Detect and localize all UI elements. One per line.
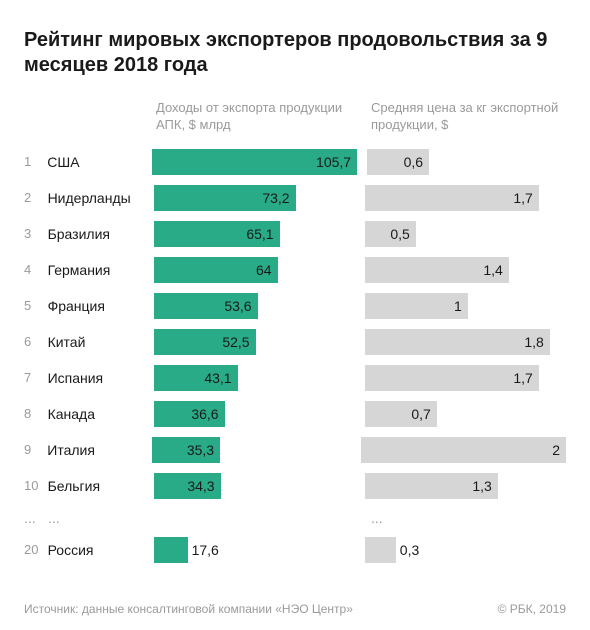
footer: Источник: данные консалтинговой компании…	[24, 602, 566, 616]
export-bar-cell: 64	[154, 257, 355, 283]
country-name: Канада	[48, 406, 154, 422]
export-bar-cell: 17,6	[154, 537, 355, 563]
price-bar-cell: 0,6	[367, 149, 566, 175]
table-row: 1США105,7 0,6	[24, 148, 566, 176]
table-row: 4Германия64 1,4	[24, 256, 566, 284]
export-bar-cell: 105,7	[152, 149, 357, 175]
export-bar-cell: 73,2	[154, 185, 355, 211]
price-value: 1	[365, 298, 468, 314]
export-bar-cell: 53,6	[154, 293, 355, 319]
price-value: 2	[361, 442, 566, 458]
export-bar-cell: 52,5	[154, 329, 355, 355]
price-bar-cell: 0,7	[365, 401, 566, 427]
price-value: 1,3	[365, 478, 498, 494]
table-row: 3Бразилия65,1 0,5	[24, 220, 566, 248]
rank-ellipsis: ...	[24, 510, 48, 526]
price-value: 0,5	[365, 226, 416, 242]
price-ellipsis: ...	[371, 510, 383, 526]
rank: 1	[24, 154, 47, 169]
table-row: 7Испания43,1 1,7	[24, 364, 566, 392]
price-bar-cell: 1,3	[365, 473, 566, 499]
column-headers: Доходы от экспорта продукции АПК, $ млрд…	[24, 100, 566, 134]
export-value: 73,2	[154, 190, 296, 206]
table-row: 9Италия35,3 2	[24, 436, 566, 464]
export-value: 35,3	[152, 442, 220, 458]
export-value: 52,5	[154, 334, 256, 350]
country-name: США	[47, 154, 152, 170]
rank: 8	[24, 406, 48, 421]
country-name: Испания	[48, 370, 154, 386]
footer-source: Источник: данные консалтинговой компании…	[24, 602, 353, 616]
country-name: Франция	[48, 298, 154, 314]
price-value: 1,7	[365, 190, 539, 206]
price-bar-cell: 1,4	[365, 257, 566, 283]
country-name: Италия	[47, 442, 152, 458]
rank: 5	[24, 298, 48, 313]
country-name: Бразилия	[48, 226, 154, 242]
table-row: 10Бельгия34,3 1,3	[24, 472, 566, 500]
rank: 6	[24, 334, 48, 349]
country-name: Бельгия	[48, 478, 154, 494]
export-bar-cell: 36,6	[154, 401, 355, 427]
rank: 7	[24, 370, 48, 385]
price-value: 0,6	[367, 154, 429, 170]
rank: 2	[24, 190, 48, 205]
price-bar-cell: 2	[361, 437, 566, 463]
price-bar-cell: 0,3	[365, 537, 566, 563]
price-value: 0,3	[400, 542, 419, 558]
export-value: 34,3	[154, 478, 221, 494]
export-value: 36,6	[154, 406, 225, 422]
rank: 9	[24, 442, 47, 457]
price-value: 1,8	[365, 334, 550, 350]
rank: 4	[24, 262, 48, 277]
price-bar	[365, 537, 396, 563]
table-row: 6Китай52,5 1,8	[24, 328, 566, 356]
export-value: 65,1	[154, 226, 280, 242]
header-price: Средняя цена за кг экспортной продукции,…	[361, 100, 566, 134]
name-ellipsis: ...	[48, 510, 156, 526]
rank: 3	[24, 226, 48, 241]
export-bar-cell: 65,1	[154, 221, 355, 247]
export-value: 64	[154, 262, 278, 278]
price-bar-cell: 1	[365, 293, 566, 319]
export-value: 53,6	[154, 298, 258, 314]
header-export: Доходы от экспорта продукции АПК, $ млрд	[156, 100, 361, 134]
price-value: 1,4	[365, 262, 509, 278]
chart-rows: 1США105,70,62Нидерланды73,21,73Бразилия6…	[24, 148, 566, 564]
price-bar-cell: 0,5	[365, 221, 566, 247]
country-name: Германия	[48, 262, 154, 278]
export-value: 105,7	[152, 154, 357, 170]
export-value: 43,1	[154, 370, 238, 386]
price-value: 1,7	[365, 370, 539, 386]
chart-title: Рейтинг мировых экспортеров продовольств…	[24, 28, 566, 78]
ellipsis-row: .........	[24, 508, 566, 528]
table-row: 20Россия 17,6 0,3	[24, 536, 566, 564]
table-row: 5Франция53,6 1	[24, 292, 566, 320]
export-bar-cell: 35,3	[152, 437, 351, 463]
table-row: 8Канада36,6 0,7	[24, 400, 566, 428]
country-name: Нидерланды	[48, 190, 154, 206]
rank: 10	[24, 478, 48, 493]
export-value: 17,6	[192, 542, 219, 558]
country-name: Китай	[48, 334, 154, 350]
country-name: Россия	[48, 542, 154, 558]
export-bar-cell: 34,3	[154, 473, 355, 499]
price-bar-cell: 1,7	[365, 185, 566, 211]
price-bar-cell: 1,7	[365, 365, 566, 391]
footer-credit: © РБК, 2019	[498, 602, 566, 616]
price-value: 0,7	[365, 406, 437, 422]
rank: 20	[24, 542, 48, 557]
table-row: 2Нидерланды73,2 1,7	[24, 184, 566, 212]
price-bar-cell: 1,8	[365, 329, 566, 355]
export-bar	[154, 537, 188, 563]
export-bar-cell: 43,1	[154, 365, 355, 391]
